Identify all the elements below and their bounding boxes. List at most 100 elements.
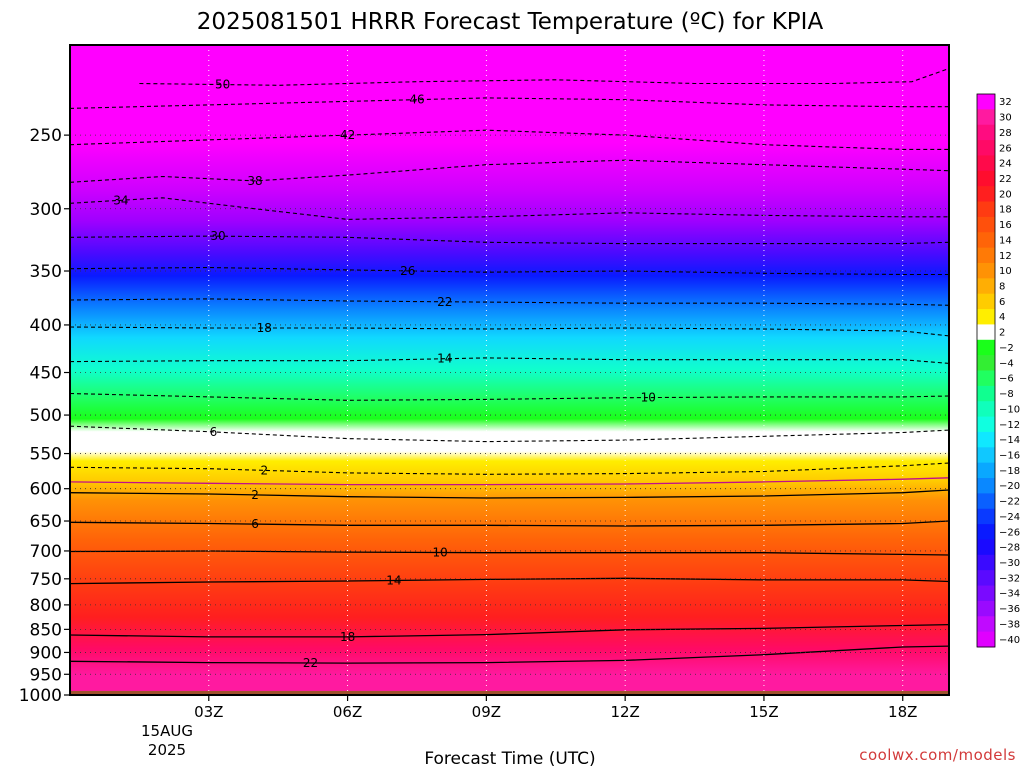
isotherm-line	[139, 67, 949, 86]
y-tick-label: 550	[30, 445, 62, 465]
colorbar-label: 26	[999, 143, 1012, 154]
colorbar-label: −12	[999, 420, 1020, 431]
colorbar-label: 16	[999, 220, 1012, 231]
colorbar-label: 22	[999, 174, 1012, 185]
colorbar-label: −10	[999, 404, 1020, 415]
colorbar-swatch	[977, 416, 995, 433]
isotherm-label: 2	[251, 488, 259, 502]
colorbar-label: 14	[999, 235, 1012, 246]
colorbar-label: −30	[999, 558, 1020, 569]
colorbar-label: 20	[999, 189, 1012, 200]
y-tick-label: 350	[30, 262, 62, 282]
colorbar-swatch	[977, 140, 995, 156]
colorbar-label: 18	[999, 205, 1012, 216]
colorbar: 32 30 28 26 24 22 20 18 16 14 12 10 8 6 4 2 −2 −4 −6 −8 −10 −…	[976, 93, 1020, 648]
isotherm-label: 30	[210, 229, 225, 243]
colorbar-swatch	[977, 524, 995, 540]
isotherm-line	[70, 159, 949, 183]
colorbar-label: 6	[999, 297, 1005, 308]
colorbar-swatch	[977, 385, 995, 402]
isotherm-label: 14	[437, 352, 452, 366]
source-credit: coolwx.com/models	[859, 746, 1016, 764]
y-tick-label: 750	[30, 570, 62, 590]
date-label-day: 15AUG	[141, 722, 193, 740]
isotherm-line	[70, 197, 949, 220]
x-tick-label: 06Z	[333, 703, 362, 721]
colorbar-swatch	[977, 401, 995, 418]
isotherm-line	[70, 623, 949, 638]
x-tick-label: 03Z	[194, 703, 223, 721]
isotherm-label: 10	[432, 545, 447, 559]
isotherm-line	[70, 645, 949, 664]
isotherm-label: 22	[303, 656, 318, 670]
colorbar-swatch	[977, 124, 995, 141]
isotherm-line	[70, 357, 949, 364]
isotherm-line	[70, 129, 949, 150]
isotherm-line	[70, 520, 949, 527]
colorbar-label: 24	[999, 159, 1012, 170]
isotherm-label: 34	[113, 193, 128, 207]
x-tick-label: 12Z	[610, 703, 639, 721]
pressure-axis: 250 300 350 400 450 500 550 600 650 700 750 800 850 9…	[19, 126, 70, 706]
temperature-fill	[70, 45, 949, 695]
y-tick-label: 400	[30, 316, 62, 336]
colorbar-swatch	[977, 462, 995, 479]
colorbar-swatch	[977, 247, 995, 264]
isotherm-line	[70, 97, 949, 109]
colorbar-label: −38	[999, 619, 1020, 630]
colorbar-swatch	[977, 339, 995, 356]
isotherm-label: 42	[340, 128, 355, 142]
colorbar-swatch	[977, 170, 995, 187]
y-tick-label: 250	[30, 126, 62, 146]
colorbar-swatch	[977, 478, 995, 494]
x-tick-label: 18Z	[888, 703, 917, 721]
colorbar-swatch	[977, 186, 995, 203]
colorbar-label: 12	[999, 251, 1012, 262]
isotherm-line	[70, 425, 949, 443]
y-tick-label: 600	[30, 480, 62, 500]
date-label-year: 2025	[148, 741, 186, 759]
colorbar-swatch	[977, 262, 995, 279]
y-tick-label: 650	[30, 512, 62, 532]
x-tick-label: 15Z	[749, 703, 778, 721]
y-tick-label: 300	[30, 200, 62, 220]
grid-lines	[70, 45, 949, 695]
colorbar-swatch	[977, 278, 995, 295]
colorbar-label: −4	[999, 358, 1014, 369]
colorbar-swatch	[977, 585, 995, 602]
colorbar-swatch	[977, 355, 995, 371]
colorbar-swatch	[977, 570, 995, 587]
isotherm-line	[70, 298, 949, 306]
colorbar-frame	[976, 93, 996, 648]
colorbar-label: −40	[999, 635, 1020, 646]
y-tick-label: 900	[30, 643, 62, 663]
colorbar-swatch	[977, 370, 995, 387]
colorbar-swatch	[977, 155, 995, 172]
colorbar-label: −6	[999, 374, 1014, 385]
colorbar-label: −28	[999, 543, 1020, 554]
isotherm-label: 6	[210, 425, 218, 439]
colorbar-label: 28	[999, 128, 1012, 139]
colorbar-label: −26	[999, 527, 1020, 538]
isotherm-label: 6	[251, 517, 259, 531]
y-tick-label: 500	[30, 406, 62, 426]
colorbar-label: 10	[999, 266, 1012, 277]
colorbar-swatch	[977, 554, 995, 571]
isotherm-label: 18	[257, 321, 272, 335]
isotherm-label: 18	[340, 630, 355, 644]
colorbar-label: −20	[999, 481, 1020, 492]
colorbar-label: −32	[999, 573, 1020, 584]
colorbar-swatch	[977, 600, 995, 617]
colorbar-swatch	[977, 539, 995, 556]
plot-area	[70, 45, 949, 695]
colorbar-swatch	[977, 109, 995, 126]
colorbar-label: 2	[999, 328, 1005, 339]
colorbar-swatch	[977, 631, 995, 648]
isotherm-label: 46	[409, 93, 424, 107]
colorbar-label: −24	[999, 512, 1020, 523]
colorbar-label: 30	[999, 113, 1012, 124]
colorbar-swatch	[977, 309, 995, 325]
colorbar-swatch	[977, 324, 995, 341]
y-tick-label: 1000	[19, 686, 62, 706]
colorbar-swatch	[977, 293, 995, 310]
